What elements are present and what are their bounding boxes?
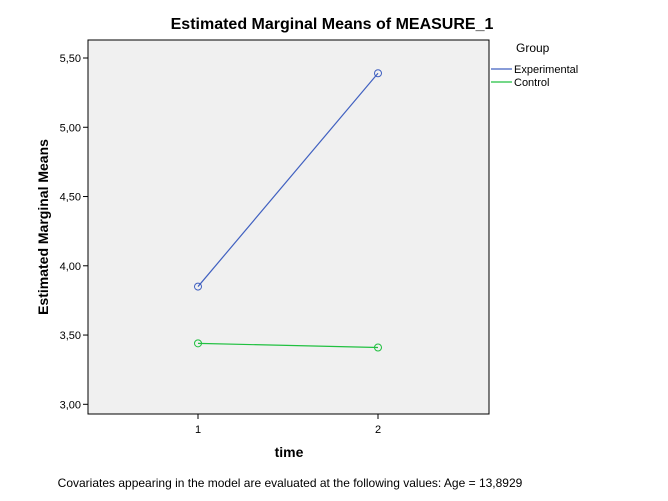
y-tick-label: 3,00 (60, 399, 81, 411)
data-point-experimental (194, 282, 202, 291)
series-line-experimental (197, 72, 379, 287)
x-tick-label: 1 (195, 424, 201, 436)
plot-area (87, 39, 490, 415)
legend-title: Group (516, 41, 550, 55)
y-tick-label: 4,50 (60, 192, 81, 204)
x-tick-label: 2 (375, 424, 381, 436)
y-axis-title: Estimated Marginal Means (35, 139, 51, 315)
y-axis: 3,00 3,50 4,00 4,50 5,00 5,50 (60, 53, 88, 411)
legend-label-control: Control (514, 77, 549, 89)
y-tick-label: 4,00 (60, 261, 81, 273)
y-tick-label: 5,00 (60, 122, 81, 134)
y-tick-label: 3,50 (60, 330, 81, 342)
series-line-control (197, 342, 379, 349)
data-point-control (194, 339, 202, 348)
x-axis-title: time (275, 444, 304, 460)
y-tick-label: 5,50 (60, 53, 81, 65)
series-layer (194, 69, 382, 352)
footnote: Covariates appearing in the model are ev… (58, 476, 523, 490)
data-point-control (374, 343, 382, 352)
legend-label-experimental: Experimental (514, 64, 578, 76)
chart-title: Estimated Marginal Means of MEASURE_1 (171, 16, 494, 33)
data-point-experimental (374, 69, 382, 78)
